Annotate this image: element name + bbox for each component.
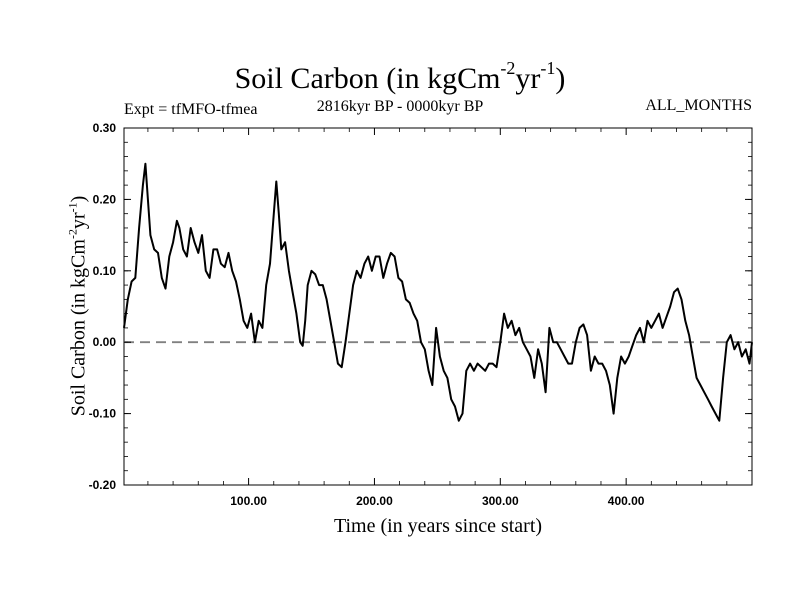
series-line xyxy=(123,162,753,422)
y-axis-label: Soil Carbon (in kgCm-2yr-1) xyxy=(65,195,90,417)
x-tick-label: 300.00 xyxy=(482,494,519,508)
y-tick-label: 0.00 xyxy=(93,335,117,349)
x-tick-label: 400.00 xyxy=(608,494,645,508)
plot-frame xyxy=(123,127,753,486)
chart-title: Soil Carbon (in kgCm-2yr-1) xyxy=(234,58,566,95)
x-tick-label: 100.00 xyxy=(230,494,267,508)
x-tick-label: 200.00 xyxy=(356,494,393,508)
time-period-label: 2816kyr BP - 0000kyr BP xyxy=(316,98,484,115)
y-tick-label: 0.30 xyxy=(93,121,117,135)
experiment-label: Expt = tfMFO-tfmea xyxy=(124,101,258,118)
y-tick-label: -0.20 xyxy=(89,478,117,492)
x-axis-label: Time (in years since start) xyxy=(333,515,543,537)
y-tick-label: -0.10 xyxy=(89,407,117,421)
y-tick-label: 0.10 xyxy=(93,264,117,278)
months-label: ALL_MONTHS xyxy=(645,97,752,114)
y-tick-label: 0.20 xyxy=(93,192,117,206)
